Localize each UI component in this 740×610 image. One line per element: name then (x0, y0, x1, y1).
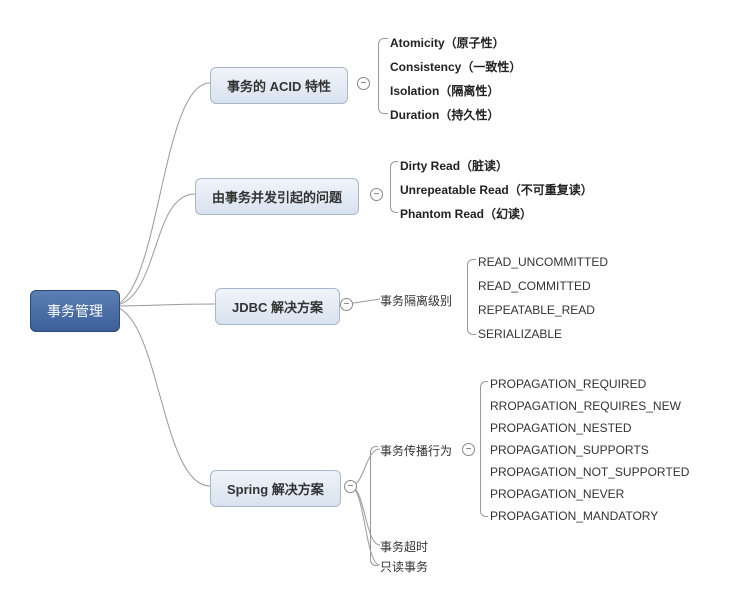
leaf-prop-never: PROPAGATION_NEVER (490, 485, 624, 503)
leaf-read-uncommitted: READ_UNCOMMITTED (478, 253, 608, 271)
root-node[interactable]: 事务管理 (30, 290, 120, 332)
toggle-spring-propagation[interactable] (462, 443, 475, 456)
leaf-atomicity: Atomicity（原子性） (390, 32, 505, 53)
bracket-spring-prop (480, 381, 488, 517)
toggle-problems[interactable] (370, 188, 383, 201)
leaf-consistency: Consistency（一致性） (390, 56, 521, 77)
branch-acid[interactable]: 事务的 ACID 特性 (210, 67, 348, 104)
leaf-unrepeatable: Unrepeatable Read（不可重复读） (400, 179, 593, 200)
toggle-acid[interactable] (357, 77, 370, 90)
bracket-problems (390, 161, 398, 213)
leaf-prop-supports: PROPAGATION_SUPPORTS (490, 441, 649, 459)
leaf-read-committed: READ_COMMITTED (478, 277, 591, 295)
branch-jdbc[interactable]: JDBC 解决方案 (215, 288, 340, 325)
leaf-repeatable-read: REPEATABLE_READ (478, 301, 595, 319)
bracket-acid (378, 38, 388, 114)
leaf-duration: Duration（持久性） (390, 104, 499, 125)
leaf-dirty-read: Dirty Read（脏读） (400, 155, 508, 176)
spring-sub-timeout: 事务超时 (380, 536, 428, 557)
branch-spring[interactable]: Spring 解决方案 (210, 470, 341, 507)
leaf-prop-nested: PROPAGATION_NESTED (490, 419, 632, 437)
jdbc-sublabel: 事务隔离级别 (380, 290, 452, 311)
leaf-prop-not-supported: PROPAGATION_NOT_SUPPORTED (490, 463, 689, 481)
bracket-spring-subs (370, 446, 378, 566)
spring-sub-propagation: 事务传播行为 (380, 440, 452, 461)
toggle-spring[interactable] (344, 480, 357, 493)
leaf-phantom: Phantom Read（幻读） (400, 203, 532, 224)
leaf-prop-mandatory: PROPAGATION_MANDATORY (490, 507, 658, 525)
leaf-prop-required: PROPAGATION_REQUIRED (490, 375, 646, 393)
leaf-serializable: SERIALIZABLE (478, 325, 562, 343)
leaf-prop-requires-new: RROPAGATION_REQUIRES_NEW (490, 397, 681, 415)
toggle-jdbc[interactable] (340, 298, 353, 311)
spring-sub-readonly: 只读事务 (380, 556, 428, 577)
leaf-isolation: Isolation（隔离性） (390, 80, 499, 101)
branch-problems[interactable]: 由事务并发引起的问题 (195, 178, 359, 215)
bracket-jdbc (467, 259, 476, 335)
